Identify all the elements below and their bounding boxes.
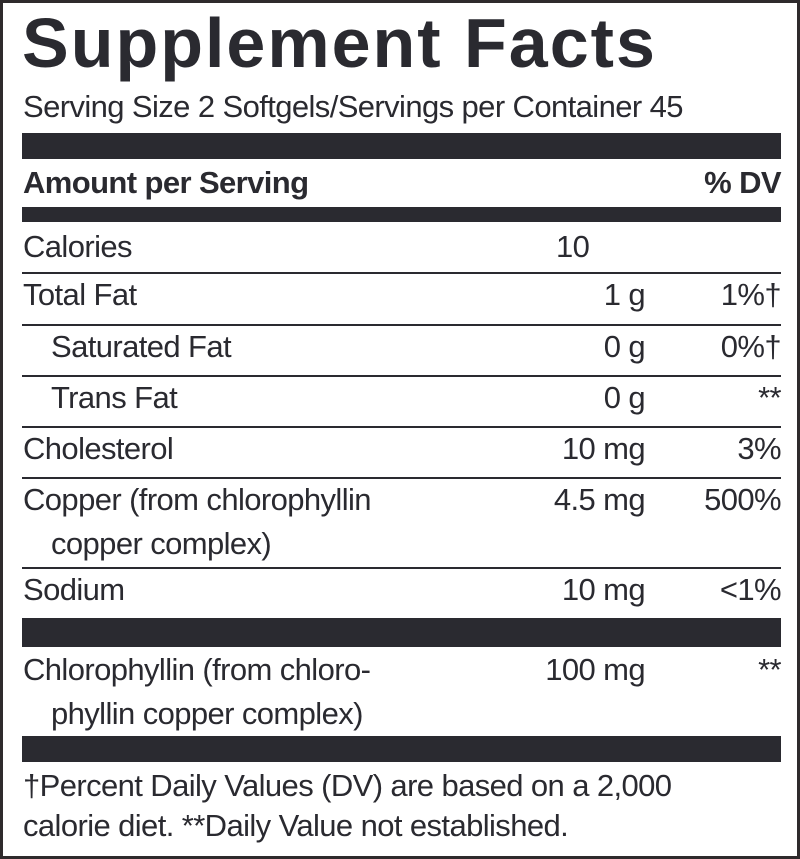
amount: 100 mg — [545, 652, 645, 687]
row-rule — [22, 272, 781, 274]
amount: 10 mg — [561, 572, 646, 607]
amount: 0 g — [603, 380, 646, 415]
nutrient-name: Calories — [23, 229, 133, 264]
divider-bar — [22, 133, 781, 159]
nutrient-name: Sodium — [23, 572, 125, 607]
row-rule — [22, 567, 781, 569]
footnote: calorie diet. **Daily Value not establis… — [23, 808, 569, 843]
amount: 0 g — [603, 329, 646, 364]
divider-bar — [22, 618, 781, 647]
serving-info: Serving Size 2 Softgels/Servings per Con… — [23, 89, 683, 124]
title: Supplement Facts — [22, 4, 657, 82]
nutrient-name: Copper (from chlorophyllin — [23, 482, 372, 517]
nutrient-name: Saturated Fat — [51, 329, 232, 364]
daily-value: ** — [758, 652, 782, 687]
nutrient-name: copper complex) — [51, 526, 272, 561]
row-rule — [22, 375, 781, 377]
divider-bar — [22, 736, 781, 762]
daily-value: <1% — [719, 572, 782, 607]
amount: 10 — [556, 229, 590, 264]
nutrient-name: Trans Fat — [51, 380, 178, 415]
daily-value: ** — [758, 380, 782, 415]
row-rule — [22, 477, 781, 479]
header-amount: Amount per Serving — [23, 165, 309, 200]
nutrient-name: Chlorophyllin (from chloro- — [23, 652, 371, 687]
daily-value: 500% — [704, 482, 781, 517]
row-rule — [22, 426, 781, 428]
divider-bar — [22, 207, 781, 222]
nutrient-name: Cholesterol — [23, 431, 174, 466]
header-dv: % DV — [704, 165, 781, 200]
amount: 4.5 mg — [553, 482, 646, 517]
row-rule — [22, 324, 781, 326]
daily-value: 3% — [737, 431, 781, 466]
amount: 10 mg — [561, 431, 646, 466]
footnote: †Percent Daily Values (DV) are based on … — [23, 768, 672, 803]
daily-value: 1%† — [720, 277, 782, 312]
amount: 1 g — [603, 277, 646, 312]
nutrient-name: Total Fat — [23, 277, 137, 312]
daily-value: 0%† — [720, 329, 782, 364]
nutrient-name: phyllin copper complex) — [51, 696, 363, 731]
